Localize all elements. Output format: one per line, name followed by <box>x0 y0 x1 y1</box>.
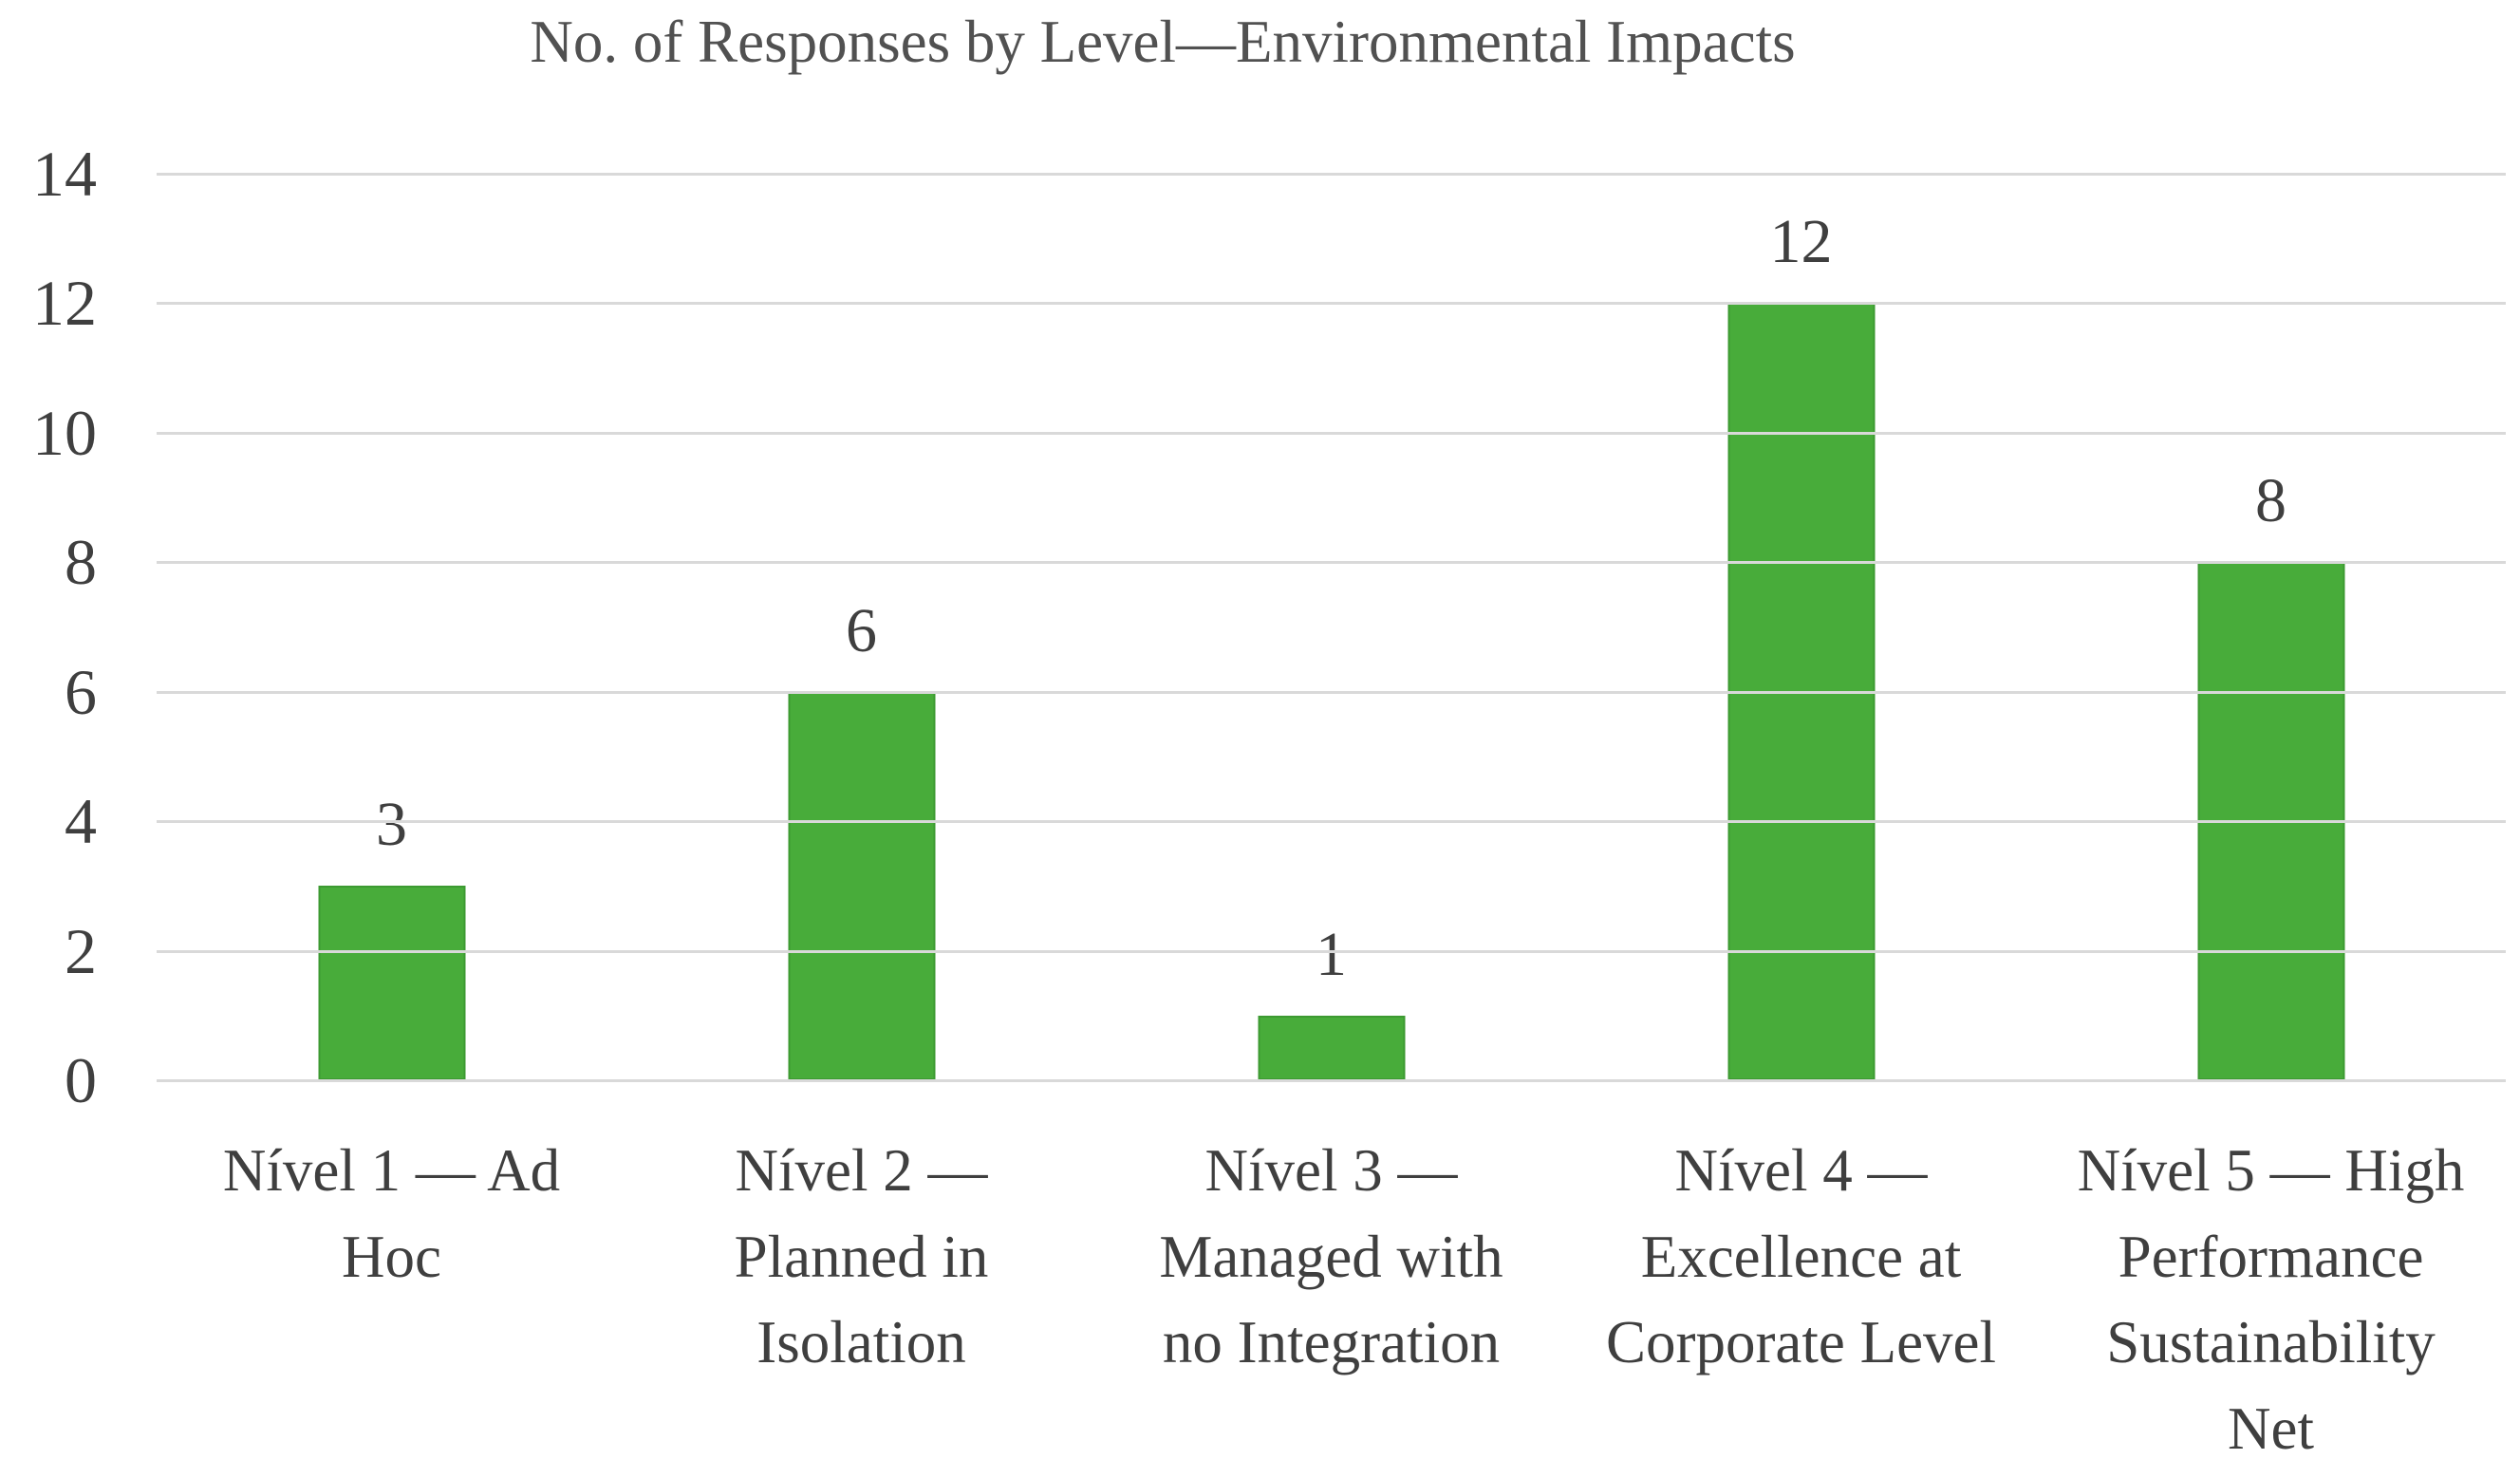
y-tick-label: 8 <box>65 526 97 599</box>
bar-1: 3 <box>318 790 465 1080</box>
bar-slot: 8 <box>2036 174 2506 1080</box>
y-tick-label: 12 <box>32 267 97 340</box>
gridline <box>157 431 2506 435</box>
gridline <box>157 561 2506 565</box>
y-tick-label: 0 <box>65 1044 97 1116</box>
gridline <box>157 949 2506 953</box>
y-axis: 0 2 4 6 8 10 12 14 <box>0 141 97 1113</box>
x-category-label: Nível 3 — Managed with no Integration <box>1159 1137 1503 1376</box>
bar-slot: 3 <box>157 174 626 1080</box>
bar-3: 1 <box>1258 920 1405 1080</box>
bar-slot: 6 <box>626 174 1096 1080</box>
gridline <box>157 1079 2506 1082</box>
bar-value-label: 3 <box>376 790 407 860</box>
gridline <box>157 820 2506 824</box>
gridline <box>157 690 2506 694</box>
x-category-label: Nível 2 — Planned in Isolation <box>734 1137 989 1376</box>
bar-value-label: 1 <box>1316 919 1347 989</box>
bar-slot: 12 <box>1566 174 2036 1080</box>
gridline <box>157 302 2506 306</box>
plot-area: 3 6 1 12 8 <box>157 173 2506 1082</box>
y-tick-label: 2 <box>65 914 97 987</box>
y-tick-label: 10 <box>32 396 97 469</box>
bar-2: 6 <box>788 596 935 1080</box>
x-axis: Nível 1 — Ad Hoc Nível 2 — Planned in Iso… <box>157 1128 2506 1472</box>
bar-slot: 1 <box>1096 174 1566 1080</box>
gridline <box>157 173 2506 176</box>
bar-value-label: 12 <box>1769 207 1833 277</box>
x-category-label: Nível 4 — Excellence at Corporate Level <box>1605 1137 1997 1376</box>
x-category-label: Nível 1 — Ad Hoc <box>222 1137 561 1290</box>
bar-value-label: 8 <box>2255 466 2287 536</box>
bar-value-label: 6 <box>846 595 877 665</box>
y-tick-label: 14 <box>32 138 97 210</box>
x-category-label: Nível 5 — High Performance Sustainabilit… <box>2077 1137 2465 1463</box>
y-tick-label: 4 <box>65 785 97 858</box>
bars-container: 3 6 1 12 8 <box>157 174 2506 1080</box>
chart-title: No. of Responses by Level—Environmental … <box>530 9 1796 75</box>
y-tick-label: 6 <box>65 655 97 728</box>
